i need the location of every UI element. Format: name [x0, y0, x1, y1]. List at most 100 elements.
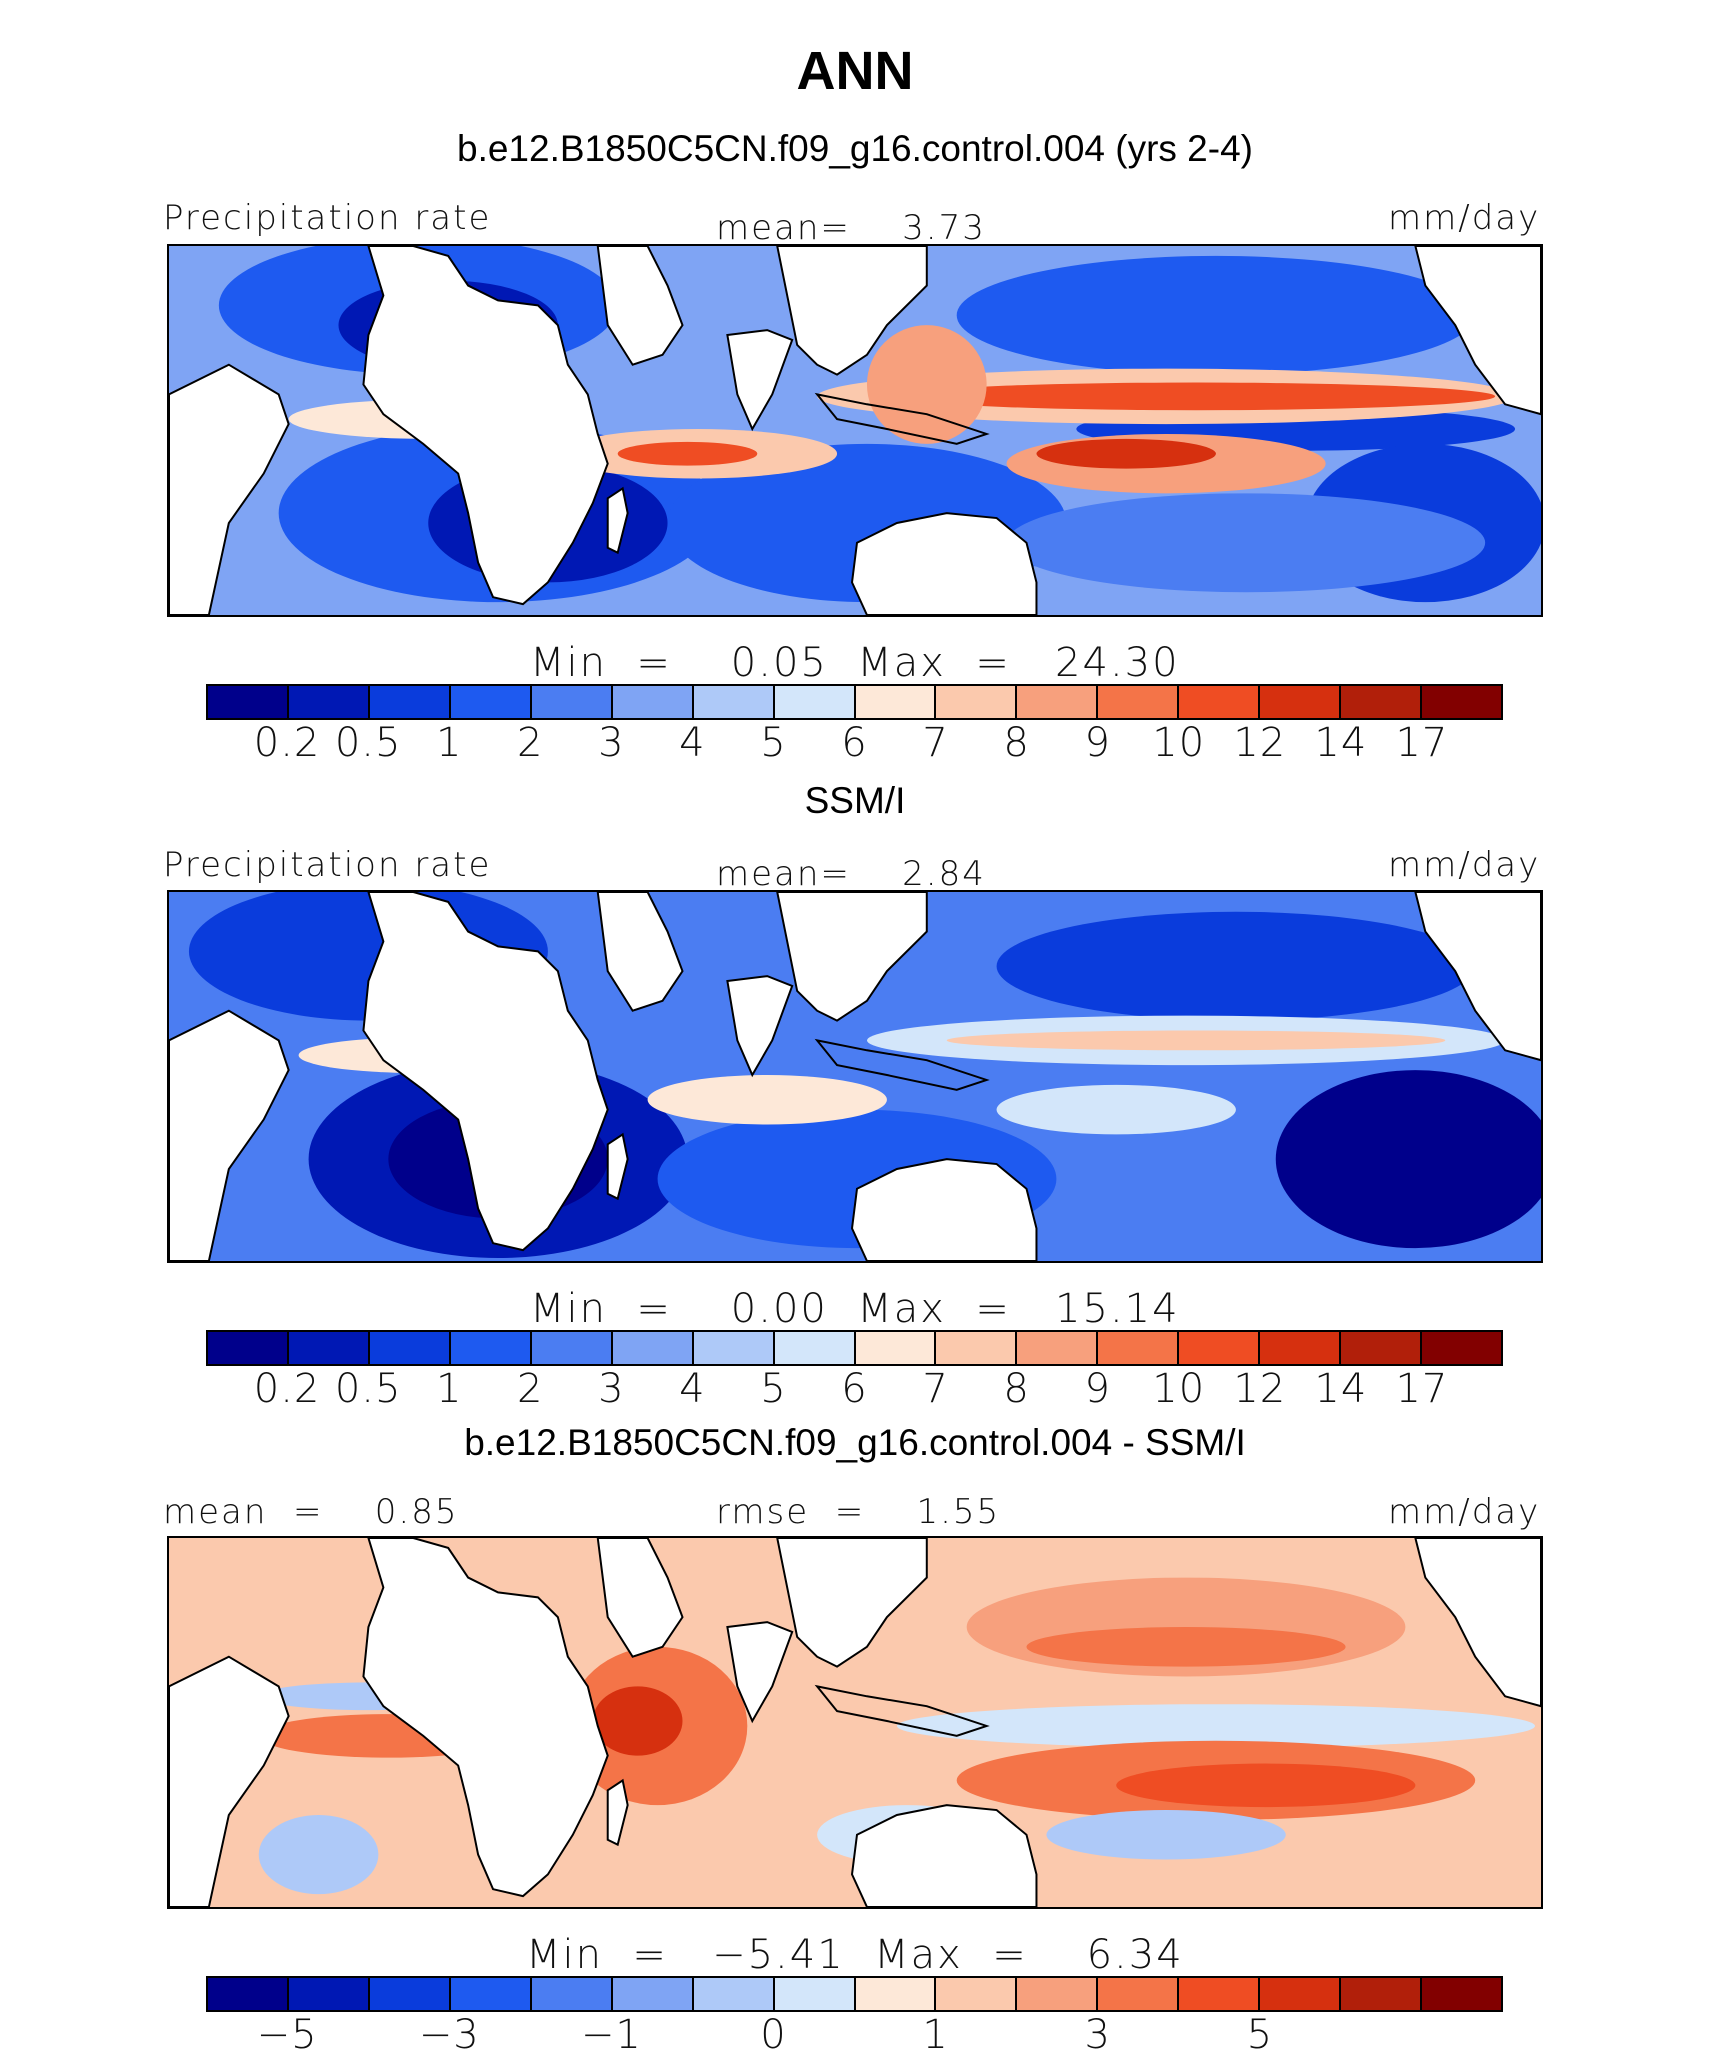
- colorbar-tick-label: 1: [435, 1366, 463, 1412]
- colorbar-swatch: [288, 686, 370, 718]
- colorbar-tick-label: 3: [598, 720, 625, 766]
- colorbar-tick-label: 3: [1084, 2012, 1111, 2058]
- coastline: [596, 892, 684, 1012]
- landmass: [363, 246, 608, 605]
- colorbar-swatch: [1098, 686, 1180, 718]
- panel-diff-map: [167, 1536, 1543, 1909]
- island-coastline: [814, 1684, 990, 1737]
- landmass: [852, 1159, 1037, 1261]
- maritime-continent: [866, 325, 987, 444]
- colorbar-swatch: [369, 1978, 451, 2010]
- panel-obs-colorbar-ticks: 0.2 0.5 1 2 3 4 5 6 7 8 9 10 12 14 17: [206, 1366, 1503, 1414]
- colorbar-swatch: [855, 686, 937, 718]
- colorbar-swatch: [1179, 686, 1261, 718]
- colorbar-swatch: [936, 686, 1018, 718]
- figure-title: ANN: [796, 41, 914, 101]
- colorbar-swatch: [369, 686, 451, 718]
- colorbar-tick-label: 14: [1314, 1366, 1368, 1412]
- panel-obs-colorbar: [206, 1330, 1503, 1366]
- colorbar-tick-label: −5: [256, 2012, 318, 2058]
- landmass: [777, 892, 927, 1021]
- colorbar-tick-label: 17: [1395, 720, 1449, 766]
- landmass: [597, 892, 683, 1011]
- negative-band-equatorial-pacific: [896, 1704, 1536, 1748]
- colorbar-tick-label: 10: [1152, 1366, 1206, 1412]
- landmass: [1415, 892, 1541, 1061]
- colorbar-tick-label: 2: [517, 1366, 544, 1412]
- landmass: [169, 364, 289, 615]
- panel-obs-units-label: mm/day: [1388, 845, 1541, 885]
- landmass: [727, 976, 793, 1076]
- coastline: [1414, 246, 1541, 416]
- colorbar-swatch: [855, 1332, 937, 1364]
- colorbar-swatch: [531, 1332, 613, 1364]
- colorbar-tick-label: 4: [679, 1366, 706, 1412]
- colorbar-swatch: [1341, 686, 1423, 718]
- landmass: [597, 246, 683, 365]
- panel-model-colorbar-ticks: 0.2 0.5 1 2 3 4 5 6 7 8 9 10 12 14 17: [206, 720, 1503, 768]
- coastline: [850, 1158, 1038, 1261]
- coastline: [776, 246, 928, 376]
- panel-obs-variable-label: Precipitation rate: [163, 845, 492, 885]
- colorbar-swatch: [936, 1332, 1018, 1364]
- colorbar-tick-label: 1: [922, 2012, 949, 2058]
- colorbar-tick-label: 0.5: [334, 720, 402, 766]
- coastline: [169, 1655, 290, 1907]
- panel-diff-minmax: Min = −5.41 Max = 6.34: [526, 1932, 1184, 1978]
- spcz: [996, 1084, 1236, 1135]
- colorbar-swatch: [936, 1978, 1018, 2010]
- colorbar-swatch: [612, 1978, 694, 2010]
- contour-map: [169, 892, 1541, 1261]
- colorbar-swatch: [1341, 1332, 1423, 1364]
- panel-obs-mean-label: mean= 2.84: [716, 854, 986, 894]
- colorbar-swatch: [1260, 1332, 1342, 1364]
- colorbar-tick-label: 7: [922, 720, 949, 766]
- coastline: [596, 246, 684, 366]
- colorbar-tick-label: 10: [1152, 720, 1206, 766]
- coastline: [726, 975, 794, 1078]
- colorbar-swatch: [1422, 1978, 1501, 2010]
- coastline: [169, 1009, 290, 1261]
- colorbar-tick-label: 17: [1395, 1366, 1449, 1412]
- colorbar-tick-label: 5: [760, 720, 787, 766]
- panel-diff-rmse-label: rmse = 1.55: [716, 1492, 1001, 1532]
- indian-itcz-core: [617, 441, 758, 466]
- coastline: [1414, 892, 1541, 1062]
- contour-map: [169, 246, 1541, 615]
- spcz-core: [1036, 438, 1216, 469]
- panel-diff-colorbar: [206, 1976, 1503, 2012]
- panel-model-mean-label: mean= 3.73: [716, 208, 986, 248]
- colorbar-tick-label: 0.5: [334, 1366, 402, 1412]
- colorbar-swatch: [1098, 1332, 1180, 1364]
- positive-core-north-pacific: [1026, 1627, 1346, 1667]
- island-coastline: [814, 392, 990, 445]
- dry-zone-north-pacific: [956, 255, 1476, 375]
- colorbar-tick-label: 8: [1003, 720, 1030, 766]
- coastline: [776, 1538, 928, 1668]
- colorbar-swatch: [1017, 686, 1099, 718]
- colorbar-tick-label: 4: [679, 720, 706, 766]
- coastline: [776, 892, 928, 1022]
- landmass: [607, 1134, 628, 1199]
- colorbar-swatch: [450, 686, 532, 718]
- colorbar-tick-label: 9: [1084, 1366, 1111, 1412]
- coastline: [362, 1538, 609, 1898]
- colorbar-tick-label: 6: [841, 1366, 868, 1412]
- colorbar-swatch: [531, 1978, 613, 2010]
- landmass: [852, 1805, 1037, 1907]
- colorbar-swatch: [1017, 1332, 1099, 1364]
- dry-zone-north-pacific: [996, 911, 1476, 1021]
- colorbar-tick-label: 12: [1233, 1366, 1287, 1412]
- colorbar-swatch: [855, 1978, 937, 2010]
- panel-model-units-label: mm/day: [1388, 198, 1541, 238]
- island-coastline: [814, 1038, 990, 1091]
- coastline: [596, 1538, 684, 1658]
- landmass: [169, 1010, 289, 1261]
- landmass: [777, 246, 927, 375]
- colorbar-tick-label: 5: [1246, 2012, 1274, 2058]
- colorbar-tick-label: −1: [580, 2012, 642, 2058]
- panel-diff-colorbar-ticks: −5 −3 −1 0 1 3 5: [206, 2012, 1503, 2060]
- landmass: [607, 488, 628, 553]
- contour-map: [169, 1538, 1541, 1907]
- coastline: [362, 892, 609, 1252]
